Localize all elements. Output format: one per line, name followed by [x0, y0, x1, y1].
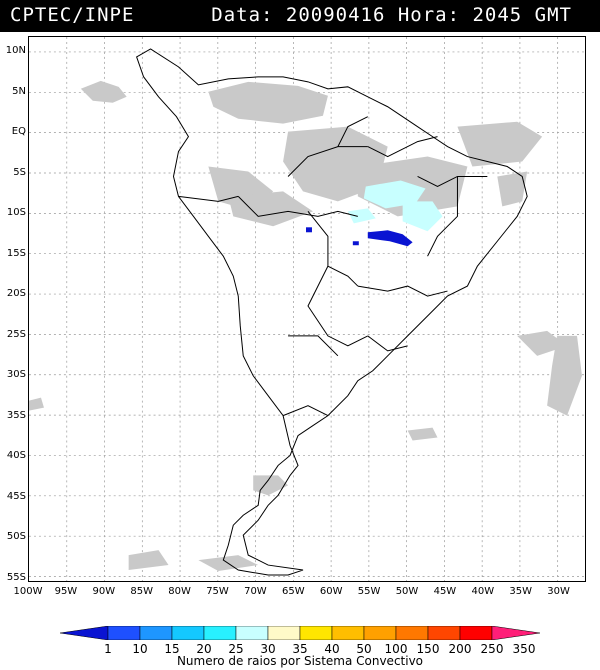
longitude-label: 95W [54, 586, 78, 597]
legend-swatch [427, 626, 461, 640]
longitude-label: 80W [168, 586, 191, 597]
legend-swatch [235, 626, 269, 640]
longitude-label: 100W [13, 586, 43, 597]
legend-value: 35 [292, 642, 308, 656]
date-time-label: Data: 20090416 Hora: 2045 GMT [211, 4, 572, 26]
legend-colorbar [60, 626, 540, 640]
legend-value: 30 [260, 642, 276, 656]
legend-value: 50 [356, 642, 372, 656]
latitude-label: 25S [6, 328, 26, 340]
latitude-label: 30S [6, 369, 26, 380]
longitude-label: 70W [244, 586, 267, 597]
legend-value: 15 [164, 642, 180, 656]
longitude-label: 45W [433, 586, 457, 597]
legend-swatch [459, 626, 493, 640]
lightning-low-areas [347, 180, 443, 232]
latitude-label: 5S [13, 166, 26, 178]
latitude-label: 50S [6, 531, 26, 542]
latitude-label: 40S [6, 450, 26, 461]
map-panel [28, 36, 586, 582]
longitude-label: 40W [471, 586, 495, 597]
legend-value: 25 [228, 642, 244, 656]
longitude-label: 30W [547, 586, 570, 597]
latitude-label: 10N [5, 45, 26, 56]
legend-swatch [203, 626, 237, 640]
longitude-label: 50W [395, 586, 419, 597]
legend-value: 150 [416, 642, 440, 656]
legend-swatch [171, 626, 205, 640]
legend-swatch [331, 626, 365, 640]
legend-value: 10 [132, 642, 148, 656]
latitude-label: 20S [6, 288, 26, 299]
latitude-label: 55S [6, 571, 26, 583]
longitude-label: 90W [92, 586, 116, 597]
legend-value: 40 [324, 642, 340, 656]
latitude-label: 45S [6, 490, 26, 502]
longitude-label: 85W [130, 586, 153, 597]
legend-swatch [139, 626, 173, 640]
legend-swatch [60, 626, 109, 640]
longitude-label: 75W [206, 586, 229, 597]
legend-swatch [491, 626, 540, 640]
latitude-label: 15S [6, 247, 26, 259]
legend-value: 350 [512, 642, 536, 656]
legend-swatch [363, 626, 397, 640]
coastlines-and-borders [136, 48, 528, 576]
latitude-label: 10S [6, 207, 26, 218]
legend-value: 20 [196, 642, 212, 656]
legend-swatch [267, 626, 301, 640]
latitude-label: 5N [12, 85, 26, 97]
legend-value: 1 [104, 642, 112, 656]
legend-value: 200 [448, 642, 472, 656]
latitude-label: 35S [6, 409, 26, 421]
legend-swatch [395, 626, 429, 640]
title-bar: CPTEC/INPE Data: 20090416 Hora: 2045 GMT [0, 0, 600, 32]
latitude-label: EQ [11, 126, 26, 137]
source-label: CPTEC/INPE [10, 4, 135, 26]
legend-value: 100 [384, 642, 408, 656]
longitude-label: 55W [357, 586, 381, 597]
legend-swatch [107, 626, 141, 640]
legend-value: 250 [480, 642, 504, 656]
longitude-label: 60W [319, 586, 343, 597]
longitude-label: 35W [509, 586, 532, 597]
legend-title: Numero de raios por Sistema Convectivo [176, 654, 424, 668]
legend-swatch [299, 626, 333, 640]
lightning-high-areas [306, 227, 413, 247]
cloud-cover [29, 80, 582, 572]
longitude-label: 65W [281, 586, 305, 597]
